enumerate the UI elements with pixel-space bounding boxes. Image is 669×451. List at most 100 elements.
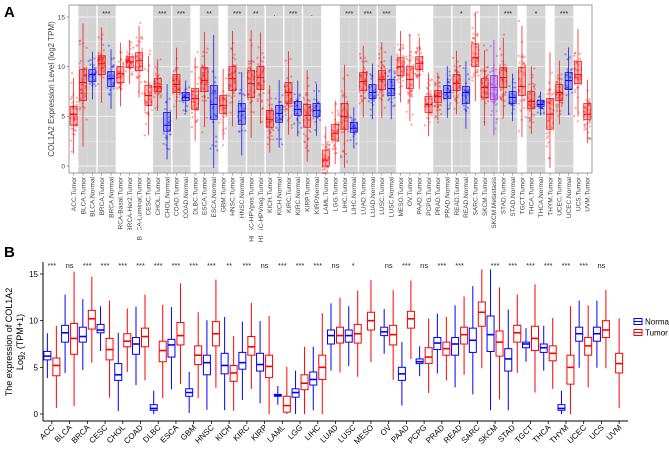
sample-point: [402, 55, 405, 58]
sample-point: [354, 124, 357, 127]
sample-point: [224, 127, 228, 130]
sample-point: [395, 78, 399, 82]
sample-point: [332, 125, 336, 128]
sample-point: [89, 58, 92, 62]
sample-point: [416, 46, 419, 49]
sample-point: [303, 125, 306, 128]
sample-point: [335, 102, 338, 106]
sample-point: [139, 62, 142, 65]
sample-point: [522, 98, 526, 101]
sample-point: [150, 109, 153, 112]
sample-point: [393, 70, 396, 73]
sample-point: [275, 126, 278, 129]
sample-point: [183, 93, 186, 96]
sample-point: [204, 73, 207, 76]
sample-point: [74, 117, 77, 120]
sample-point: [560, 102, 564, 105]
sample-point: [102, 56, 105, 59]
sample-point: [261, 70, 264, 73]
sample-point: [383, 60, 386, 63]
sample-point: [415, 50, 418, 54]
sample-point: [411, 113, 414, 116]
sample-point: [345, 109, 348, 112]
sample-point: [247, 78, 250, 81]
sample-point: [425, 93, 428, 96]
sample-point: [576, 120, 579, 123]
sample-point: [69, 139, 73, 142]
sample-point: [363, 97, 366, 100]
x-tick-label: UCEC.Normal: [566, 176, 573, 218]
sample-point: [370, 77, 373, 80]
sample-point: [360, 73, 363, 76]
sample-point: [215, 140, 218, 143]
x-tick-label: STAD.Tumor: [501, 176, 508, 214]
sample-point: [349, 115, 352, 118]
sample-point: [182, 109, 185, 112]
sample-point: [462, 66, 465, 70]
sample-point: [398, 93, 401, 96]
sample-point: [415, 57, 418, 60]
sample-point: [112, 87, 115, 90]
sample-point: [190, 70, 193, 73]
sample-point: [289, 101, 292, 104]
sample-point: [214, 76, 217, 79]
sample-point: [139, 65, 142, 68]
significance-label: .: [311, 11, 313, 18]
sample-point: [322, 168, 326, 171]
sample-point: [481, 69, 484, 72]
sample-point: [266, 114, 269, 117]
tumor-box: [460, 326, 469, 345]
sample-point: [89, 63, 92, 66]
sample-point: [307, 112, 310, 115]
sample-point: [290, 124, 293, 127]
sample-point: [416, 47, 419, 50]
sample-point: [363, 82, 366, 85]
sample-point: [261, 51, 264, 55]
sample-point: [307, 107, 310, 110]
sample-point: [148, 91, 151, 94]
sample-point: [210, 116, 213, 119]
sample-point: [257, 46, 260, 49]
sample-point: [471, 26, 474, 30]
sample-point: [555, 109, 559, 112]
sample-point: [540, 107, 543, 110]
x-tick-label: ACC.Tumor: [71, 176, 78, 211]
significance-label: ***: [207, 261, 216, 270]
sample-point: [85, 66, 88, 69]
sample-point: [70, 81, 73, 84]
panel-a-label: A: [4, 4, 15, 21]
sample-point: [201, 131, 204, 134]
x-tick-label: HNSC-HPVneg.Tumor: [258, 176, 265, 242]
legend-label-tumor: Tumor: [645, 329, 668, 338]
sample-point: [135, 36, 138, 39]
x-tick-label: PRAD: [424, 423, 446, 445]
sample-point: [302, 96, 305, 99]
x-tick-label: THCA.Tumor: [529, 176, 536, 215]
sample-point: [176, 88, 180, 92]
sample-point: [528, 109, 531, 112]
sample-point: [363, 60, 366, 63]
sample-point: [229, 83, 232, 86]
sample-point: [434, 81, 437, 84]
sample-point: [286, 77, 289, 80]
significance-label: ***: [560, 11, 568, 18]
sample-point: [258, 73, 261, 76]
sample-point: [528, 126, 531, 129]
sample-point: [204, 68, 208, 71]
sample-point: [360, 98, 364, 101]
sample-point: [326, 144, 329, 147]
box: [237, 103, 246, 125]
sample-point: [426, 87, 429, 90]
sample-point: [158, 82, 161, 86]
sample-point: [251, 73, 254, 76]
sample-point: [349, 139, 352, 142]
sample-point: [438, 108, 442, 111]
sample-point: [414, 72, 417, 75]
x-tick-label: READ.Normal: [463, 176, 470, 217]
box: [209, 85, 218, 120]
sample-point: [220, 107, 223, 111]
sample-point: [214, 115, 218, 118]
sample-point: [429, 92, 432, 95]
sample-point: [381, 94, 385, 97]
sample-point: [393, 76, 396, 80]
